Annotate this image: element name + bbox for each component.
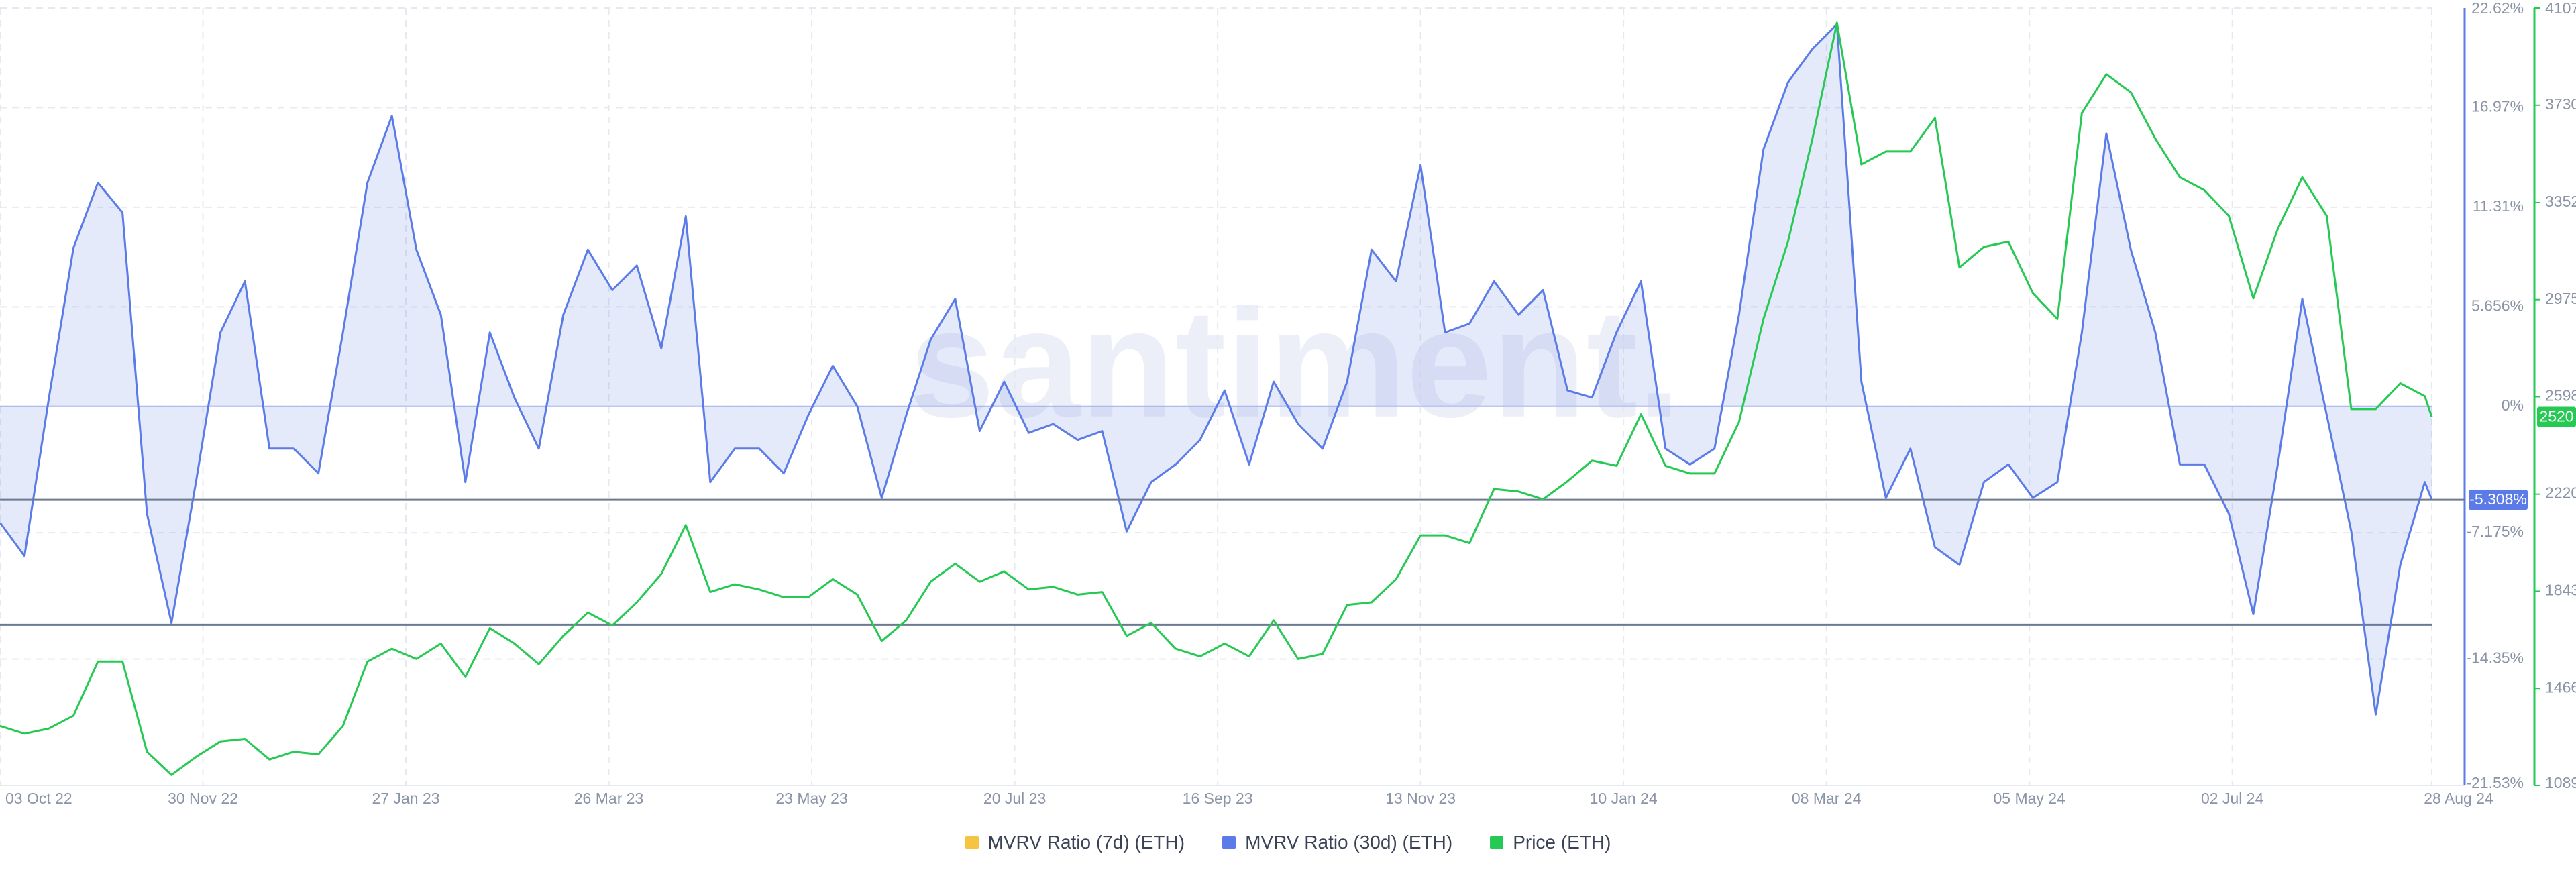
- current-value-label: -5.308%: [2469, 490, 2527, 508]
- x-tick-label: 16 Sep 23: [1183, 789, 1253, 807]
- y2-tick-label: 3352: [2545, 193, 2576, 210]
- legend-swatch: [1490, 836, 1504, 849]
- current-value-badge: [2469, 490, 2528, 510]
- y-tick-label: -7.175%: [2466, 523, 2524, 540]
- y2-tick-label: 1466: [2545, 678, 2576, 696]
- x-tick-label: 05 May 24: [1993, 789, 2065, 807]
- y-tick-label: 22.62%: [2471, 0, 2524, 17]
- y2-tick-label: 1843: [2545, 582, 2576, 599]
- x-tick-label: 20 Jul 23: [983, 789, 1046, 807]
- x-tick-label: 30 Nov 22: [168, 789, 238, 807]
- y-tick-label: 11.31%: [2473, 197, 2524, 215]
- x-tick-label: 10 Jan 24: [1590, 789, 1658, 807]
- legend-swatch: [1222, 836, 1236, 849]
- y-tick-label: 0%: [2502, 396, 2524, 414]
- x-tick-label: 08 Mar 24: [1792, 789, 1862, 807]
- y-tick-label: 5.656%: [2471, 296, 2524, 314]
- legend-label: MVRV Ratio (30d) (ETH): [1245, 832, 1453, 853]
- y2-tick-label: 1089: [2545, 774, 2576, 792]
- current-value-label: 2520: [2539, 408, 2573, 425]
- legend-item[interactable]: Price (ETH): [1490, 832, 1611, 853]
- current-value-badge: [2537, 406, 2576, 427]
- x-tick-label: 03 Oct 22: [5, 789, 72, 807]
- x-tick-label: 28 Aug 24: [2424, 789, 2493, 807]
- y2-tick-label: 2220: [2545, 484, 2576, 502]
- y2-tick-label: 2975: [2545, 290, 2576, 307]
- legend-swatch: [965, 836, 979, 849]
- y-tick-label: 16.97%: [2471, 97, 2524, 115]
- legend-label: MVRV Ratio (7d) (ETH): [987, 832, 1185, 853]
- area: [0, 24, 2432, 715]
- watermark: santiment.: [909, 277, 1680, 449]
- x-tick-label: 23 May 23: [775, 789, 847, 807]
- y2-tick-label: 2598: [2545, 387, 2576, 404]
- chart: santiment. 22.62% 16.97% 11.31% 5.656% 0% -7.1…: [0, 0, 2576, 807]
- x-tick-label: 27 Jan 23: [372, 789, 440, 807]
- line: [0, 21, 2433, 776]
- x-tick-label: 02 Jul 24: [2201, 789, 2264, 807]
- legend-label: Price (ETH): [1513, 832, 1611, 853]
- legend-item[interactable]: MVRV Ratio (30d) (ETH): [1222, 832, 1452, 853]
- x-tick-label: 13 Nov 23: [1385, 789, 1456, 807]
- y2-tick-label: 3730: [2545, 95, 2576, 113]
- legend: MVRV Ratio (7d) (ETH) MVRV Ratio (30d) (E…: [0, 832, 2576, 853]
- y-tick-label: -21.53%: [2466, 774, 2524, 792]
- y-tick-label: -14.35%: [2466, 649, 2524, 667]
- x-tick-label: 26 Mar 23: [574, 789, 644, 807]
- y2-tick-label: 4107: [2545, 0, 2576, 17]
- legend-item[interactable]: MVRV Ratio (7d) (ETH): [965, 832, 1185, 853]
- line: [0, 23, 2433, 716]
